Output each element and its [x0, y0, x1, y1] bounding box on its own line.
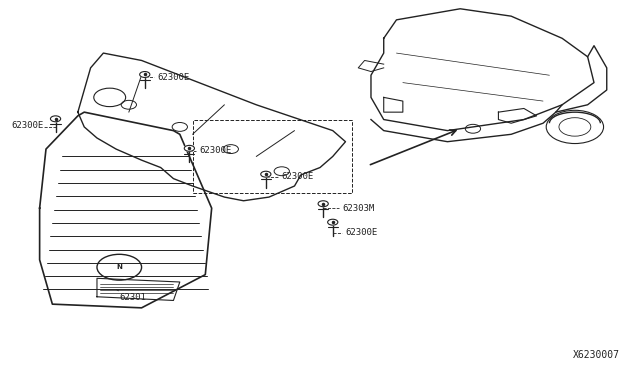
- Text: N: N: [116, 264, 122, 270]
- Text: 62303M: 62303M: [342, 203, 374, 213]
- Text: 62300E: 62300E: [346, 228, 378, 237]
- Text: 62300E: 62300E: [11, 121, 43, 129]
- Text: 62300E: 62300E: [199, 147, 231, 155]
- Circle shape: [51, 116, 61, 122]
- Text: 62301: 62301: [119, 293, 146, 302]
- Text: 62300E: 62300E: [157, 73, 189, 81]
- Text: X6230007: X6230007: [573, 350, 620, 359]
- Circle shape: [140, 71, 150, 77]
- Text: 62300E: 62300E: [282, 172, 314, 181]
- Circle shape: [328, 219, 338, 225]
- Circle shape: [260, 171, 271, 177]
- Circle shape: [184, 145, 195, 151]
- Circle shape: [318, 201, 328, 207]
